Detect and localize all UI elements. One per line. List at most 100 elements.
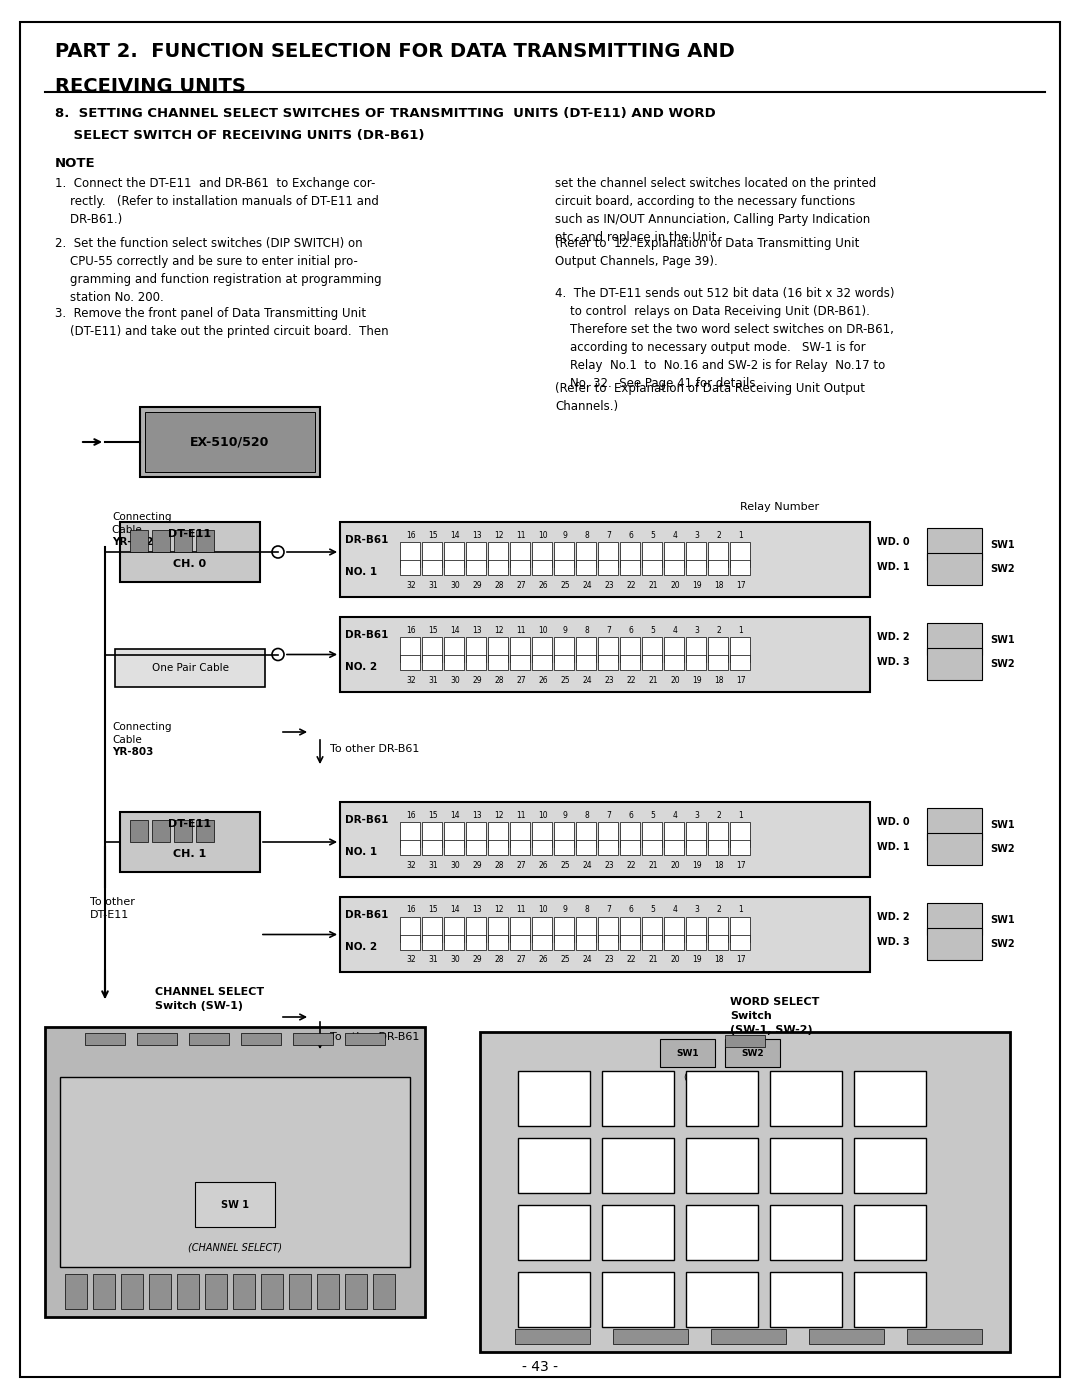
Bar	[598, 542, 618, 567]
Bar	[85, 1032, 125, 1045]
Text: SW1: SW1	[676, 1049, 699, 1058]
Bar	[708, 560, 728, 576]
Bar	[854, 1071, 926, 1126]
Text: SW2: SW2	[741, 1049, 764, 1058]
Bar	[45, 1027, 426, 1317]
Text: SW1: SW1	[990, 915, 1014, 925]
Text: 7: 7	[607, 905, 611, 915]
Text: SW1: SW1	[990, 820, 1014, 830]
Bar	[620, 560, 640, 576]
Bar	[554, 916, 573, 942]
Text: NO. 2: NO. 2	[345, 942, 377, 951]
Bar	[686, 637, 706, 662]
Bar	[854, 1273, 926, 1327]
Text: RECEIVING UNITS: RECEIVING UNITS	[55, 77, 246, 96]
Text: 23: 23	[604, 581, 613, 590]
Text: 9: 9	[563, 531, 567, 539]
Bar	[554, 655, 573, 671]
Bar	[532, 637, 552, 662]
Text: (Refer to  12. Explanation of Data Transmitting Unit
Output Channels, Page 39).: (Refer to 12. Explanation of Data Transm…	[555, 237, 860, 268]
Bar	[422, 637, 442, 662]
Bar	[189, 1032, 229, 1045]
Text: CHANNEL SELECT
Switch (SW-1): CHANNEL SELECT Switch (SW-1)	[156, 988, 265, 1011]
Text: SW2: SW2	[990, 564, 1014, 574]
Text: 26: 26	[538, 676, 548, 685]
Bar	[927, 902, 982, 935]
Bar	[93, 1274, 114, 1309]
Bar	[465, 935, 486, 950]
Text: 14: 14	[450, 905, 460, 915]
Bar	[708, 840, 728, 855]
Bar	[730, 935, 750, 950]
Text: 18: 18	[714, 676, 724, 685]
Bar	[576, 637, 596, 662]
Bar	[642, 935, 662, 950]
Text: DR-B61: DR-B61	[345, 630, 389, 640]
Bar	[465, 560, 486, 576]
Bar	[444, 840, 464, 855]
Bar	[114, 650, 265, 687]
Text: 2.  Set the function select switches (DIP SWITCH) on
    CPU-55 correctly and be: 2. Set the function select switches (DIP…	[55, 237, 381, 305]
Bar	[140, 407, 320, 476]
Bar	[510, 821, 530, 847]
Bar	[642, 821, 662, 847]
Text: 32: 32	[406, 581, 416, 590]
Bar	[444, 637, 464, 662]
Text: (CHANNEL SELECT): (CHANNEL SELECT)	[188, 1242, 282, 1252]
Text: 15: 15	[428, 810, 437, 820]
Text: 3.  Remove the front panel of Data Transmitting Unit
    (DT-E11) and take out t: 3. Remove the front panel of Data Transm…	[55, 307, 389, 338]
Bar	[510, 916, 530, 942]
Text: DR-B61: DR-B61	[345, 814, 389, 826]
Bar	[233, 1274, 255, 1309]
Text: 23: 23	[604, 861, 613, 869]
Text: 7: 7	[607, 531, 611, 539]
Bar	[730, 916, 750, 942]
Bar	[488, 935, 508, 950]
Text: Relay Number: Relay Number	[741, 502, 820, 511]
Bar	[465, 542, 486, 567]
Bar	[510, 542, 530, 567]
Text: SW1: SW1	[990, 541, 1014, 550]
Bar	[488, 821, 508, 847]
Bar	[293, 1032, 333, 1045]
Bar	[725, 1039, 780, 1067]
Bar	[927, 648, 982, 680]
Bar	[510, 840, 530, 855]
Bar	[554, 840, 573, 855]
Bar	[686, 560, 706, 576]
Bar	[422, 655, 442, 671]
Bar	[289, 1274, 311, 1309]
Bar	[444, 821, 464, 847]
Text: 21: 21	[648, 676, 658, 685]
Text: 15: 15	[428, 626, 437, 634]
Text: 3: 3	[694, 531, 700, 539]
Text: 4: 4	[673, 626, 677, 634]
Bar	[174, 820, 192, 842]
Text: 20: 20	[671, 676, 679, 685]
Bar	[620, 655, 640, 671]
Bar	[620, 821, 640, 847]
Text: To other DR-B61: To other DR-B61	[330, 1032, 419, 1042]
Text: 2: 2	[717, 531, 721, 539]
Bar	[598, 655, 618, 671]
Bar	[598, 840, 618, 855]
Text: 25: 25	[561, 861, 570, 869]
Bar	[444, 560, 464, 576]
Text: 18: 18	[714, 956, 724, 964]
Bar	[121, 1274, 143, 1309]
Bar	[642, 542, 662, 567]
Text: 14: 14	[450, 531, 460, 539]
Text: 27: 27	[516, 861, 526, 869]
Bar	[664, 655, 684, 671]
Bar	[518, 1273, 590, 1327]
Bar	[927, 528, 982, 560]
Text: 8: 8	[584, 905, 590, 915]
Bar	[664, 840, 684, 855]
Bar	[725, 1035, 765, 1046]
Bar	[554, 821, 573, 847]
Bar	[730, 840, 750, 855]
Text: 28: 28	[495, 861, 503, 869]
Text: SW 1: SW 1	[221, 1200, 249, 1210]
Text: 8: 8	[584, 531, 590, 539]
Text: 24: 24	[582, 581, 592, 590]
